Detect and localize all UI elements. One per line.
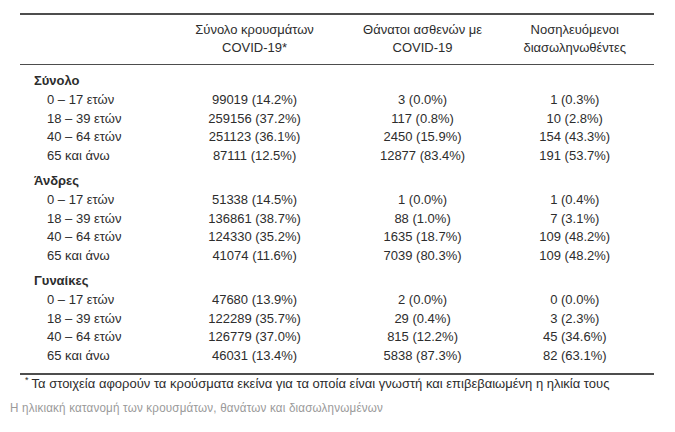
header-icu-line2: διασωληνωθέντες [495, 39, 654, 57]
age-label: 0 – 17 ετών [20, 291, 159, 310]
deaths-value: 1 (0.0%) [350, 191, 496, 210]
deaths-value: 29 (0.4%) [350, 310, 496, 329]
deaths-value: 88 (1.0%) [350, 210, 496, 229]
deaths-value: 7039 (80.3%) [350, 247, 496, 266]
age-label: 65 και άνω [20, 247, 159, 266]
header-icu-line1: Νοσηλευόμενοι [495, 21, 654, 39]
age-label: 0 – 17 ετών [20, 91, 159, 110]
footnote-asterisk: * [25, 375, 29, 385]
icu-value: 10 (2.8%) [495, 110, 654, 129]
icu-value: 45 (34.6%) [495, 328, 654, 347]
section-label: Γυναίκες [20, 265, 654, 291]
covid-age-table-wrap: Σύνολο κρουσμάτων COVID-19* Θάνατοι ασθε… [20, 13, 654, 375]
icu-value: 191 (53.7%) [495, 147, 654, 166]
table-row: 18 – 39 ετών 136861 (38.7%) 88 (1.0%) 7 … [20, 210, 654, 229]
age-label: 65 και άνω [20, 147, 159, 166]
icu-value: 3 (2.3%) [495, 310, 654, 329]
icu-value: 1 (0.3%) [495, 91, 654, 110]
table-row: 0 – 17 ετών 99019 (14.2%) 3 (0.0%) 1 (0.… [20, 91, 654, 110]
figure-caption: Η ηλικιακή κατανομή των κρουσμάτων, θανά… [10, 401, 383, 415]
header-deaths: Θάνατοι ασθενών με COVID-19 [350, 14, 496, 65]
icu-value: 7 (3.1%) [495, 210, 654, 229]
covid-age-table: Σύνολο κρουσμάτων COVID-19* Θάνατοι ασθε… [20, 13, 654, 375]
deaths-value: 5838 (87.3%) [350, 347, 496, 375]
age-label: 18 – 39 ετών [20, 210, 159, 229]
deaths-value: 12877 (83.4%) [350, 147, 496, 166]
table-body: Σύνολο 0 – 17 ετών 99019 (14.2%) 3 (0.0%… [20, 65, 654, 375]
table-row: 0 – 17 ετών 51338 (14.5%) 1 (0.0%) 1 (0.… [20, 191, 654, 210]
icu-value: 1 (0.4%) [495, 191, 654, 210]
section-label: Άνδρες [20, 165, 654, 191]
table-row: 40 – 64 ετών 126779 (37.0%) 815 (12.2%) … [20, 328, 654, 347]
cases-value: 259156 (37.2%) [159, 110, 349, 129]
table-row: 65 και άνω 46031 (13.4%) 5838 (87.3%) 82… [20, 347, 654, 375]
table-row: 0 – 17 ετών 47680 (13.9%) 2 (0.0%) 0 (0.… [20, 291, 654, 310]
footnote-text: Τα στοιχεία αφορούν τα κρούσματα εκείνα … [32, 376, 610, 391]
deaths-value: 815 (12.2%) [350, 328, 496, 347]
deaths-value: 2450 (15.9%) [350, 128, 496, 147]
header-deaths-line2: COVID-19 [350, 39, 496, 57]
deaths-value: 2 (0.0%) [350, 291, 496, 310]
table-row: 65 και άνω 87111 (12.5%) 12877 (83.4%) 1… [20, 147, 654, 166]
age-label: 40 – 64 ετών [20, 228, 159, 247]
icu-value: 0 (0.0%) [495, 291, 654, 310]
cases-value: 251123 (36.1%) [159, 128, 349, 147]
deaths-value: 3 (0.0%) [350, 91, 496, 110]
deaths-value: 1635 (18.7%) [350, 228, 496, 247]
header-cases-line2: COVID-19* [159, 39, 349, 57]
icu-value: 109 (48.2%) [495, 247, 654, 266]
table-header: Σύνολο κρουσμάτων COVID-19* Θάνατοι ασθε… [20, 14, 654, 65]
age-label: 18 – 39 ετών [20, 110, 159, 129]
table-row: 40 – 64 ετών 124330 (35.2%) 1635 (18.7%)… [20, 228, 654, 247]
age-label: 40 – 64 ετών [20, 328, 159, 347]
table-row: 40 – 64 ετών 251123 (36.1%) 2450 (15.9%)… [20, 128, 654, 147]
cases-value: 51338 (14.5%) [159, 191, 349, 210]
header-empty-cell [20, 14, 159, 65]
table-row: 65 και άνω 41074 (11.6%) 7039 (80.3%) 10… [20, 247, 654, 266]
cases-value: 46031 (13.4%) [159, 347, 349, 375]
icu-value: 82 (63.1%) [495, 347, 654, 375]
header-deaths-line1: Θάνατοι ασθενών με [350, 21, 496, 39]
table-footnote: *Τα στοιχεία αφορούν τα κρούσματα εκείνα… [25, 376, 609, 391]
age-label: 18 – 39 ετών [20, 310, 159, 329]
header-row: Σύνολο κρουσμάτων COVID-19* Θάνατοι ασθε… [20, 14, 654, 65]
age-label: 65 και άνω [20, 347, 159, 375]
age-label: 40 – 64 ετών [20, 128, 159, 147]
section-header-women: Γυναίκες [20, 265, 654, 291]
cases-value: 136861 (38.7%) [159, 210, 349, 229]
cases-value: 122289 (35.7%) [159, 310, 349, 329]
table-row: 18 – 39 ετών 122289 (35.7%) 29 (0.4%) 3 … [20, 310, 654, 329]
cases-value: 87111 (12.5%) [159, 147, 349, 166]
section-header-total: Σύνολο [20, 65, 654, 92]
cases-value: 47680 (13.9%) [159, 291, 349, 310]
cases-value: 41074 (11.6%) [159, 247, 349, 266]
table-row: 18 – 39 ετών 259156 (37.2%) 117 (0.8%) 1… [20, 110, 654, 129]
section-label: Σύνολο [20, 65, 654, 92]
cases-value: 126779 (37.0%) [159, 328, 349, 347]
header-cases-line1: Σύνολο κρουσμάτων [159, 21, 349, 39]
header-cases: Σύνολο κρουσμάτων COVID-19* [159, 14, 349, 65]
section-header-men: Άνδρες [20, 165, 654, 191]
icu-value: 109 (48.2%) [495, 228, 654, 247]
header-icu: Νοσηλευόμενοι διασωληνωθέντες [495, 14, 654, 65]
cases-value: 124330 (35.2%) [159, 228, 349, 247]
age-label: 0 – 17 ετών [20, 191, 159, 210]
icu-value: 154 (43.3%) [495, 128, 654, 147]
cases-value: 99019 (14.2%) [159, 91, 349, 110]
deaths-value: 117 (0.8%) [350, 110, 496, 129]
